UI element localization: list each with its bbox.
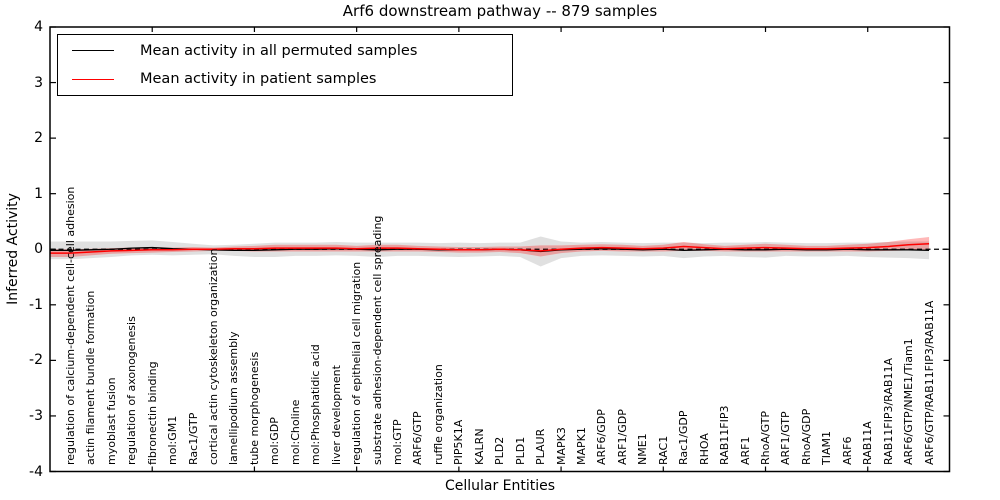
- x-tick-label: ARF6/GTP/RAB11FIP3/RAB11A: [922, 300, 936, 465]
- x-tick-label: RAB11FIP3/RAB11A: [881, 358, 895, 465]
- x-tick-label: ARF6/GTP/NME1/Tiam1: [902, 338, 916, 465]
- x-tick-label: mol:Phosphatidic acid: [309, 344, 323, 465]
- chart-title: Arf6 downstream pathway -- 879 samples: [342, 2, 658, 20]
- legend: Mean activity in all permuted samples Me…: [57, 34, 513, 96]
- x-tick-label: PLD1: [513, 436, 527, 465]
- x-tick-label: mol:GDP: [268, 417, 282, 465]
- y-tick-label: 4: [34, 19, 43, 35]
- x-tick-label: substrate adhesion-dependent cell spread…: [370, 215, 384, 465]
- y-tick-label: -2: [29, 352, 43, 369]
- patient-mean-line: [50, 242, 930, 254]
- x-tick-label: myoblast fusion: [104, 377, 118, 465]
- y-tick-label: -4: [29, 463, 43, 480]
- patient-confidence-band: [50, 237, 930, 258]
- x-tick-label: ARF1: [738, 436, 752, 466]
- x-tick-label: fibronectin binding: [145, 361, 159, 465]
- x-tick-label: PIP5K1A: [452, 419, 466, 465]
- x-tick-label: PLAUR: [534, 428, 548, 465]
- x-tick-label: TIAM1: [820, 431, 834, 465]
- x-tick-label: RAC1: [656, 435, 670, 465]
- x-tick-label: RAB11A: [861, 421, 875, 465]
- y-tick-label: 0: [34, 241, 43, 258]
- x-tick-label: liver development: [329, 365, 343, 465]
- y-tick-label: 3: [34, 74, 43, 91]
- x-tick-label: ruffle organization: [431, 364, 445, 465]
- legend-item-permuted: Mean activity in all permuted samples: [58, 38, 512, 64]
- x-tick-label: KALRN: [472, 428, 486, 465]
- x-tick-label: MAPK1: [575, 427, 589, 465]
- x-axis-label: Cellular Entities: [444, 478, 556, 494]
- legend-item-patient: Mean activity in patient samples: [58, 66, 512, 92]
- legend-line-sample-black: [72, 50, 114, 52]
- x-tick-label: regulation of axonogenesis: [125, 316, 139, 465]
- x-tick-label: PLD2: [493, 436, 507, 465]
- x-tick-label: regulation of calcium-dependent cell-cel…: [63, 186, 77, 465]
- x-tick-label: ARF1/GDP: [615, 409, 629, 465]
- x-tick-label: NME1: [636, 433, 650, 465]
- x-tick-label: ARF6/GTP: [411, 411, 425, 465]
- y-tick-label: 1: [34, 185, 43, 202]
- legend-label: Mean activity in patient samples: [140, 71, 377, 88]
- x-tick-label: RHOA: [697, 433, 711, 465]
- x-tick-label: ARF6: [840, 436, 854, 466]
- permuted-confidence-band: [50, 236, 930, 267]
- x-tick-label: RhoA/GTP: [759, 410, 772, 465]
- x-tick-label: ARF1/GTP: [779, 411, 793, 465]
- x-tick-label: mol:GM1: [166, 415, 180, 465]
- y-tick-label: 2: [34, 130, 43, 147]
- x-tick-label: mol:Choline: [288, 399, 302, 465]
- y-tick-label: -1: [29, 296, 43, 313]
- x-tick-label: regulation of epithelial cell migration: [350, 261, 364, 465]
- x-tick-label: tube morphogenesis: [247, 351, 261, 465]
- x-tick-label: ARF6/GDP: [595, 409, 609, 465]
- x-tick-label: MAPK3: [554, 427, 568, 465]
- legend-line-sample-red: [72, 78, 114, 80]
- x-tick-label: RAB11FIP3: [718, 405, 732, 465]
- x-tick-label: mol:GTP: [391, 419, 405, 465]
- legend-label: Mean activity in all permuted samples: [140, 42, 418, 59]
- x-tick-label: lamellipodium assembly: [227, 331, 241, 465]
- x-tick-label: Rac1/GTP: [186, 412, 200, 465]
- x-tick-label: Rac1/GDP: [677, 410, 691, 465]
- x-tick-label: RhoA/GDP: [799, 408, 813, 465]
- y-tick-label: -3: [29, 407, 43, 424]
- x-tick-label: actin filament bundle formation: [84, 290, 98, 465]
- x-tick-label: cortical actin cytoskeleton organization: [207, 248, 221, 465]
